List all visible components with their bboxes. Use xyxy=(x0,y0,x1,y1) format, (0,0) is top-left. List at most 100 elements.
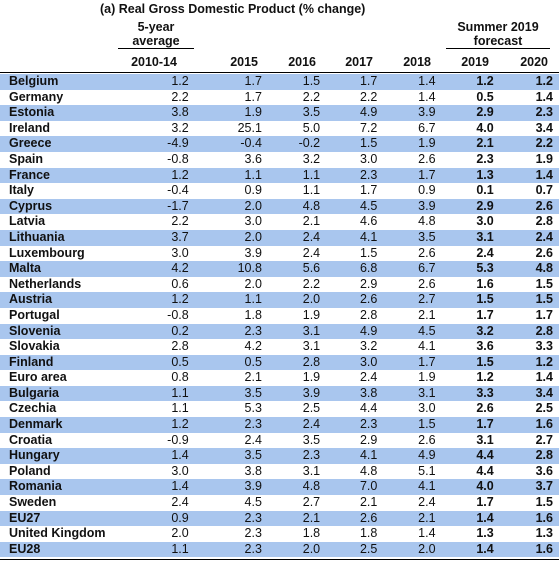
table-row: Poland 3.0 3.8 3.1 4.8 5.1 4.4 3.6 xyxy=(0,464,559,480)
row-value-col3: 2.8 xyxy=(359,307,378,322)
row-value-col4: 2.1 xyxy=(418,307,436,322)
row-value-col3: 1.5 xyxy=(359,245,378,260)
row-value-col1: 1.9 xyxy=(199,105,268,121)
row-value-col1: 4.2 xyxy=(244,339,262,354)
row-country-name: Croatia xyxy=(9,432,53,447)
row-country-name: Sweden xyxy=(9,495,57,510)
row-value-col0: 2.2 xyxy=(171,89,189,104)
row-value-col5: 2.6 xyxy=(476,401,494,416)
row-value-col2: 3.9 xyxy=(267,385,327,402)
row-value-col2: 2.0 xyxy=(267,541,327,558)
row-value-col5: 2.1 xyxy=(441,136,500,152)
row-value-col6: 1.4 xyxy=(499,167,559,184)
row-value-col1: 2.3 xyxy=(199,417,268,433)
row-value-col0: 1.2 xyxy=(127,417,200,433)
row-value-col1: 1.8 xyxy=(244,307,262,322)
col-header-2020: 2020 xyxy=(520,55,548,69)
row-value-col1: 2.4 xyxy=(244,432,262,447)
row-value-col0: -0.8 xyxy=(167,307,189,322)
row-value-col3: 1.8 xyxy=(359,526,378,541)
table-row: Slovenia 0.2 2.3 3.1 4.9 4.5 3.2 2.8 xyxy=(0,323,559,340)
row-country-name: Denmark xyxy=(0,417,128,433)
row-value-col1: 4.5 xyxy=(244,495,262,510)
row-value-col4: 6.7 xyxy=(418,120,436,135)
row-value-col2: 2.3 xyxy=(267,448,327,464)
avg-header-line1: 5-year xyxy=(137,20,175,34)
row-value-col0: 3.8 xyxy=(127,105,200,121)
forecast-header-line2: forecast xyxy=(446,34,550,49)
row-value-col6: 3.7 xyxy=(499,479,559,496)
table-row: Czechia 1.1 5.3 2.5 4.4 3.0 2.6 2.5 xyxy=(0,401,559,417)
row-value-col5: 1.4 xyxy=(441,510,500,527)
row-value-col4: 3.1 xyxy=(383,385,442,402)
row-value-col3: 2.9 xyxy=(359,276,378,291)
row-value-col3: 2.5 xyxy=(326,541,384,558)
row-value-col2: 2.2 xyxy=(302,89,321,104)
row-country-name: Portugal xyxy=(9,307,60,322)
row-value-col2: 3.2 xyxy=(302,151,321,166)
row-value-col0: 0.6 xyxy=(171,276,189,291)
row-value-col6: 3.4 xyxy=(535,120,553,135)
column-header-row: 2010-14 2015 2016 2017 2018 2019 2020 xyxy=(0,54,559,71)
row-country-name: Latvia xyxy=(9,214,46,229)
row-value-col6: 2.3 xyxy=(499,105,559,121)
row-value-col0: -0.4 xyxy=(167,183,189,198)
row-value-col3: 2.6 xyxy=(326,292,384,308)
row-value-col0: 1.4 xyxy=(127,448,200,464)
row-value-col6: 3.3 xyxy=(535,339,553,354)
row-value-col3: 3.2 xyxy=(359,339,378,354)
row-value-col6: 2.2 xyxy=(499,136,559,152)
row-value-col0: 3.0 xyxy=(171,463,189,478)
col-header-2018: 2018 xyxy=(403,55,431,69)
row-value-col1: 1.7 xyxy=(199,74,268,90)
row-value-col4: 2.7 xyxy=(383,292,442,308)
row-value-col3: 2.6 xyxy=(326,510,384,527)
row-value-col1: 25.1 xyxy=(237,120,262,135)
row-value-col1: 2.0 xyxy=(199,198,268,215)
row-value-col6: 4.8 xyxy=(499,261,559,277)
row-value-col6: 1.6 xyxy=(499,541,559,558)
table-row: United Kingdom 2.0 2.3 1.8 1.8 1.4 1.3 1.3 xyxy=(0,526,559,542)
row-value-col5: 2.3 xyxy=(476,151,494,166)
row-value-col1: 2.0 xyxy=(199,229,268,246)
table-row: Germany 2.2 1.7 2.2 2.2 1.4 0.5 1.4 xyxy=(0,90,559,106)
table-row: Finland 0.5 0.5 2.8 3.0 1.7 1.5 1.2 xyxy=(0,354,559,371)
table-row: Greece -4.9 -0.4 -0.2 1.5 1.9 2.1 2.2 xyxy=(0,136,559,152)
row-value-col4: 3.0 xyxy=(418,401,436,416)
row-country-name: Italy xyxy=(9,183,35,198)
row-value-col5: 1.3 xyxy=(441,167,500,184)
row-country-name: Euro area xyxy=(9,370,67,385)
row-value-col4: 1.4 xyxy=(383,74,442,90)
row-value-col6: 1.2 xyxy=(499,74,559,90)
row-value-col0: 1.2 xyxy=(127,292,200,308)
row-value-col5: 1.5 xyxy=(441,354,500,371)
row-value-col4: 1.4 xyxy=(418,526,436,541)
row-value-col4: 2.6 xyxy=(418,432,436,447)
row-value-col5: 1.7 xyxy=(441,417,500,433)
row-value-col3: 2.9 xyxy=(359,432,378,447)
row-value-col2: 3.1 xyxy=(302,339,321,354)
col-header-2010-14: 2010-14 xyxy=(131,55,177,69)
row-value-col1: 10.8 xyxy=(199,261,268,277)
row-value-col4: 2.4 xyxy=(418,495,436,510)
row-value-col0: 2.8 xyxy=(171,339,189,354)
row-country-name: Greece xyxy=(0,136,128,152)
row-value-col0: 0.8 xyxy=(171,370,189,385)
row-value-col1: 0.5 xyxy=(199,354,268,371)
row-value-col1: 2.3 xyxy=(199,541,268,558)
table-bottom-rule xyxy=(0,558,559,560)
row-value-col1: 3.5 xyxy=(199,448,268,464)
row-country-name: Germany xyxy=(9,89,64,104)
row-value-col4: 6.7 xyxy=(383,261,442,277)
row-value-col5: 2.4 xyxy=(476,245,494,260)
row-value-col3: 4.9 xyxy=(326,105,384,121)
col-header-2016: 2016 xyxy=(288,55,316,69)
row-value-col4: 2.6 xyxy=(418,276,436,291)
row-value-col0: 3.0 xyxy=(171,245,189,260)
row-country-name: Finland xyxy=(0,354,128,371)
row-value-col1: 2.3 xyxy=(199,323,268,340)
row-value-col2: 1.5 xyxy=(267,74,327,90)
row-country-name: Czechia xyxy=(9,401,57,416)
row-value-col6: 2.4 xyxy=(499,229,559,246)
row-value-col0: 3.7 xyxy=(127,229,200,246)
